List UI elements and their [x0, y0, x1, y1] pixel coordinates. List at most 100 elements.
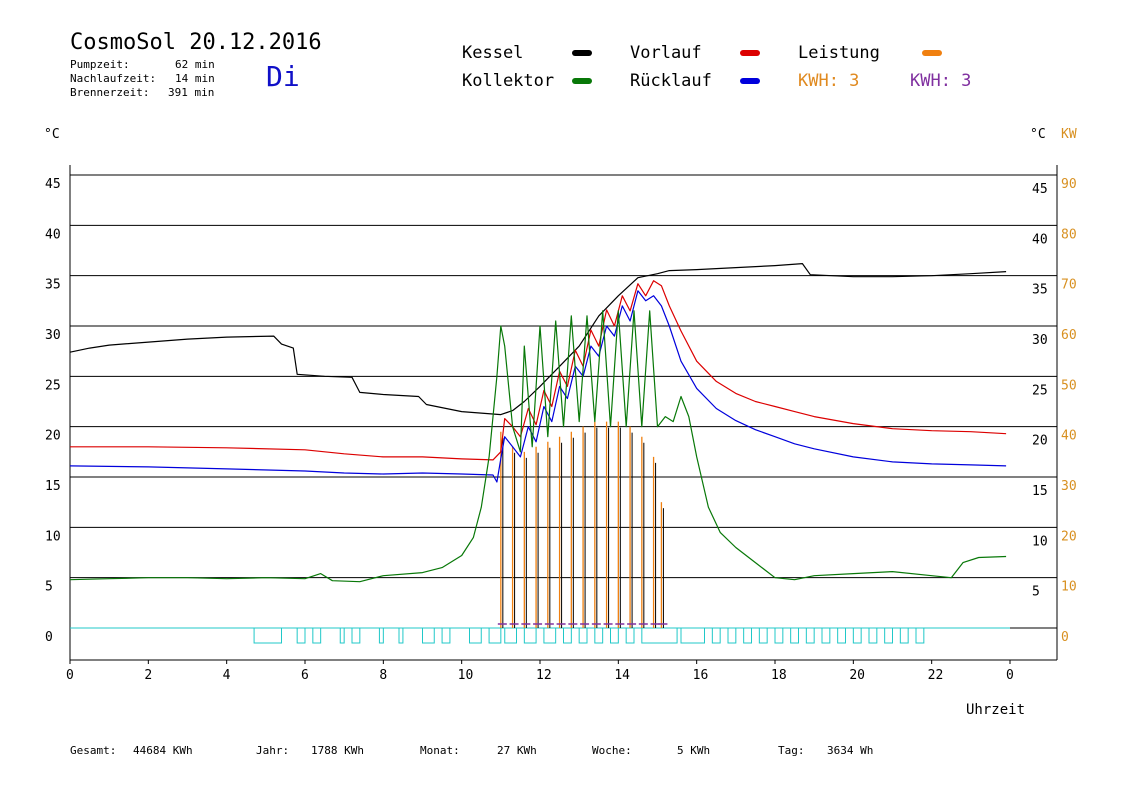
stat-pumpzeit-value: 62 min — [175, 58, 215, 71]
series-line-ruecklauf — [69, 290, 1007, 483]
y-axis-label-left: °C — [44, 127, 60, 142]
legend-kollektor-swatch — [572, 78, 592, 84]
pump-on-interval — [563, 627, 572, 644]
legend-kollektor-label: Kollektor — [462, 71, 555, 91]
y-tick-label-kw: 20 — [1061, 529, 1077, 544]
y-tick-label-kw: 90 — [1061, 177, 1077, 192]
pump-on-interval — [805, 627, 815, 644]
y-tick-label-left: 0 — [45, 630, 53, 645]
pump-on-interval — [378, 627, 384, 644]
leistung-series — [497, 421, 668, 628]
legend-vorlauf-label: Vorlauf — [630, 43, 702, 63]
y-tick-label-left: 20 — [45, 429, 61, 444]
y-tick-label-kw: 50 — [1061, 378, 1077, 393]
stat-pumpzeit-label: Pumpzeit: — [70, 58, 130, 71]
pump-on-interval — [543, 627, 557, 644]
footer-jahr-label: Jahr: — [256, 744, 290, 757]
x-tick-label: 20 — [849, 668, 865, 683]
pump-on-interval — [253, 627, 282, 644]
y-tick-label-right: 25 — [1032, 383, 1048, 398]
y-tick-label-right: 35 — [1032, 283, 1048, 298]
x-tick-label: 18 — [771, 668, 787, 683]
pump-on-interval — [790, 627, 800, 644]
footer-woche-value: 5 KWh — [677, 744, 711, 757]
legend-kessel-swatch — [572, 50, 592, 56]
pump-on-interval — [821, 627, 831, 644]
footer-monat-value: 27 KWh — [497, 744, 537, 757]
y-tick-label-left: 5 — [45, 580, 53, 595]
pump-on-interval — [504, 627, 517, 644]
pump-on-interval — [339, 627, 345, 644]
temperature-chart: 0 2 4 6 8 10 12 14 16 18 20 22 0 0 5 10 15 20 25 30 35 40 45 5 1… — [44, 127, 1077, 718]
pump-on-interval — [625, 627, 635, 644]
stat-brennerzeit-value: 391 min — [168, 86, 215, 99]
series-line-kessel — [69, 263, 1007, 416]
footer-jahr-value: 1788 KWh — [311, 744, 364, 757]
series-line-vorlauf — [70, 280, 1007, 461]
x-tick-label: 12 — [536, 668, 552, 683]
y-tick-label-left: 15 — [45, 479, 61, 494]
pump-on-interval — [774, 627, 784, 644]
y-tick-label-kw: 30 — [1061, 479, 1077, 494]
y-axis-label-kw: KW — [1061, 127, 1077, 142]
pump-on-interval — [523, 627, 537, 644]
x-tick-label: 14 — [614, 668, 630, 683]
y-tick-label-right: 15 — [1032, 484, 1048, 499]
footer-monat-label: Monat: — [420, 744, 460, 757]
pump-on-interval — [899, 627, 909, 644]
y-tick-label-left: 30 — [45, 328, 61, 343]
pump-on-interval — [680, 627, 705, 644]
legend-kwh-purple: KWH: 3 — [910, 71, 972, 91]
pump-on-interval — [422, 627, 435, 644]
chart-title: CosmoSol 20.12.2016 — [70, 30, 322, 55]
legend-kwh-orange: KWH: 3 — [798, 71, 860, 91]
stat-nachlaufzeit-label: Nachlaufzeit: — [70, 72, 157, 85]
x-tick-label: 4 — [223, 668, 231, 683]
pump-on-interval — [641, 627, 678, 644]
x-tick-label: 16 — [693, 668, 709, 683]
pump-on-interval — [915, 627, 925, 644]
grid-lines — [70, 174, 1057, 629]
pump-on-interval — [868, 627, 878, 644]
series-lines — [69, 263, 1007, 583]
y-tick-label-left: 10 — [45, 529, 61, 544]
legend-ruecklauf-swatch — [740, 78, 760, 84]
y-tick-label-right: 5 — [1032, 585, 1040, 600]
footer-gesamt-value: 44684 KWh — [133, 744, 193, 757]
pump-on-interval — [351, 627, 361, 644]
pump-on-interval — [398, 627, 404, 644]
pump-on-interval — [743, 627, 753, 644]
legend-kessel-label: Kessel — [462, 43, 524, 63]
y-tick-label-kw: 60 — [1061, 328, 1077, 343]
stat-brennerzeit-label: Brennerzeit: — [70, 86, 150, 99]
x-tick-label: 0 — [1006, 668, 1014, 683]
pump-on-interval — [711, 627, 721, 644]
pump-on-interval — [441, 627, 451, 644]
x-tick-label: 22 — [928, 668, 944, 683]
x-tick-label: 0 — [66, 668, 74, 683]
x-tick-label: 10 — [458, 668, 474, 683]
footer-tag-label: Tag: — [778, 744, 805, 757]
pump-on-interval — [610, 627, 619, 644]
pump-on-interval — [296, 627, 306, 644]
pump-on-interval — [312, 627, 322, 644]
axes — [69, 165, 1058, 664]
y-tick-label-left: 35 — [45, 278, 61, 293]
y-axis-label-right: °C — [1030, 127, 1046, 142]
pump-status — [70, 627, 1010, 644]
pump-on-interval — [884, 627, 894, 644]
y-tick-label-kw: 0 — [1061, 630, 1069, 645]
x-tick-label: 6 — [301, 668, 309, 683]
y-tick-label-kw: 10 — [1061, 580, 1077, 595]
footer-gesamt-label: Gesamt: — [70, 744, 117, 757]
x-tick-label: 8 — [379, 668, 387, 683]
pump-on-interval — [594, 627, 604, 644]
y-tick-label-left: 40 — [45, 227, 61, 242]
y-tick-label-right: 30 — [1032, 333, 1048, 348]
legend-leistung-label: Leistung — [798, 43, 880, 63]
y-tick-label-left: 25 — [45, 378, 61, 393]
y-tick-label-right: 40 — [1032, 232, 1048, 247]
tick-labels: 0 2 4 6 8 10 12 14 16 18 20 22 0 0 5 10 15 20 25 30 35 40 45 5 1… — [45, 177, 1077, 683]
y-tick-label-kw: 80 — [1061, 227, 1077, 242]
legend-ruecklauf-label: Rücklauf — [630, 71, 712, 91]
